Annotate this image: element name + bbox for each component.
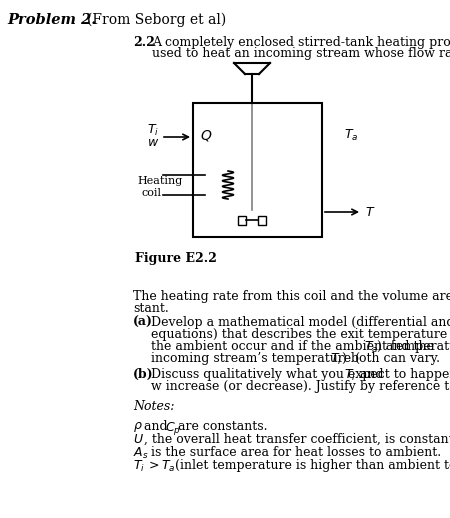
Text: Develop a mathematical model (differential and algebraic: Develop a mathematical model (differenti… bbox=[151, 316, 450, 329]
Text: the ambient occur and if the ambient temperature (: the ambient occur and if the ambient tem… bbox=[151, 340, 450, 353]
Text: is the surface area for heat losses to ambient.: is the surface area for heat losses to a… bbox=[151, 446, 441, 459]
Text: $A_s$: $A_s$ bbox=[133, 446, 148, 461]
Text: $> T_a$: $> T_a$ bbox=[146, 459, 176, 474]
Text: (inlet temperature is higher than ambient temperature).: (inlet temperature is higher than ambien… bbox=[171, 459, 450, 472]
Text: $T_a$: $T_a$ bbox=[364, 340, 378, 355]
Text: stant.: stant. bbox=[133, 302, 169, 315]
Text: coil: coil bbox=[141, 188, 161, 198]
Bar bbox=[258, 215, 266, 224]
Text: Problem 2.: Problem 2. bbox=[7, 13, 96, 27]
Text: used to heat an incoming stream whose flow rate varies.: used to heat an incoming stream whose fl… bbox=[152, 47, 450, 60]
Text: incoming stream’s temperature (: incoming stream’s temperature ( bbox=[151, 352, 360, 365]
Text: $Q$: $Q$ bbox=[200, 128, 212, 143]
Text: ) both can vary.: ) both can vary. bbox=[342, 352, 440, 365]
Text: and: and bbox=[356, 368, 383, 381]
Bar bbox=[193, 103, 322, 237]
Text: 2.2: 2.2 bbox=[133, 36, 155, 49]
Text: w increase (or decrease). Justify by reference to your model.: w increase (or decrease). Justify by ref… bbox=[151, 380, 450, 393]
Text: $w$: $w$ bbox=[147, 137, 159, 150]
Text: equations) that describes the exit temperature if heat losses to: equations) that describes the exit tempe… bbox=[151, 328, 450, 341]
Text: Heating: Heating bbox=[137, 176, 182, 186]
Text: (b): (b) bbox=[133, 368, 153, 381]
Text: , the overall heat transfer coefficient, is constant.: , the overall heat transfer coefficient,… bbox=[144, 433, 450, 446]
Text: ) and the: ) and the bbox=[377, 340, 434, 353]
Bar bbox=[238, 215, 246, 224]
Text: $C_p$: $C_p$ bbox=[165, 420, 181, 437]
Text: $T_i$: $T_i$ bbox=[330, 352, 342, 367]
Text: $\rho$: $\rho$ bbox=[133, 420, 143, 434]
Text: $T_i$: $T_i$ bbox=[133, 459, 145, 474]
Text: Figure E2.2: Figure E2.2 bbox=[135, 252, 217, 265]
Text: Notes:: Notes: bbox=[133, 400, 175, 413]
Text: A completely enclosed stirred-tank heating process is: A completely enclosed stirred-tank heati… bbox=[152, 36, 450, 49]
Text: $T_i$: $T_i$ bbox=[344, 368, 356, 383]
Text: are constants.: are constants. bbox=[178, 420, 267, 433]
Text: (From Seborg et al): (From Seborg et al) bbox=[87, 13, 226, 27]
Text: (a): (a) bbox=[133, 316, 153, 329]
Text: $U$: $U$ bbox=[133, 433, 144, 446]
Text: $T$: $T$ bbox=[365, 206, 375, 219]
Text: $T_a$: $T_a$ bbox=[344, 127, 358, 142]
Text: and: and bbox=[144, 420, 171, 433]
Text: The heating rate from this coil and the volume are both con-: The heating rate from this coil and the … bbox=[133, 290, 450, 303]
Text: $T_i$: $T_i$ bbox=[147, 122, 159, 138]
Text: Discuss qualitatively what you expect to happen as: Discuss qualitatively what you expect to… bbox=[151, 368, 450, 381]
